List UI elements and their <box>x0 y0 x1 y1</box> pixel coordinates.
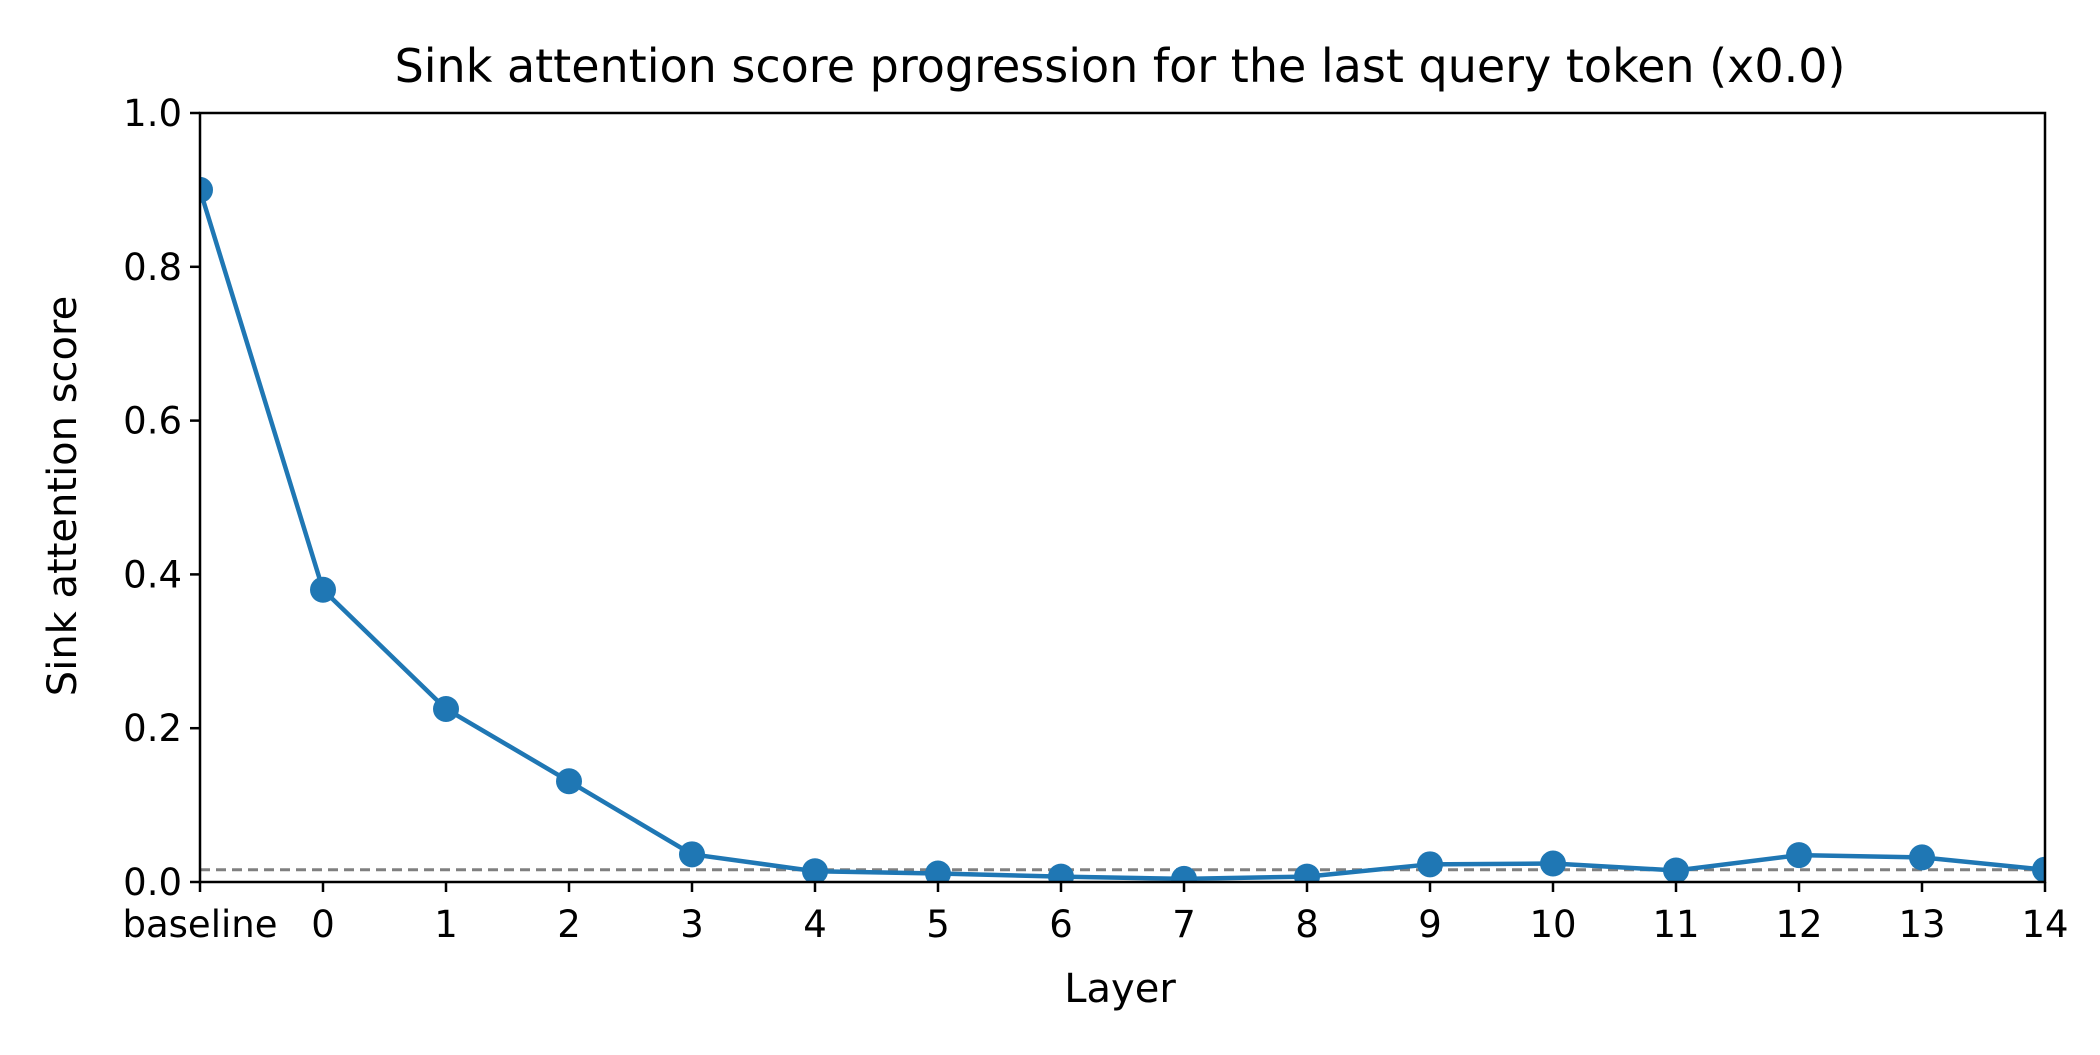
x-tick-label: baseline <box>123 903 278 946</box>
data-point-1 <box>433 695 459 722</box>
x-tick-label: 8 <box>1295 903 1319 946</box>
y-tick-label: 0.0 <box>123 861 182 904</box>
x-axis-label: Layer <box>1064 966 1176 1012</box>
x-tick-label: 2 <box>557 903 581 946</box>
data-point-14 <box>2032 856 2045 882</box>
data-point-4 <box>802 858 828 882</box>
x-tick-label: 1 <box>434 903 458 946</box>
y-tick-label: 0.4 <box>123 553 182 596</box>
x-tick-label: 7 <box>1172 903 1196 946</box>
y-tick-label: 0.2 <box>123 707 182 750</box>
plot-frame <box>198 111 2047 884</box>
x-tick-label: 12 <box>1775 903 1822 946</box>
x-tick-label: 13 <box>1898 903 1945 946</box>
data-point-0 <box>310 576 336 603</box>
data-point-11 <box>1663 857 1689 882</box>
chart-title: Sink attention score progression for the… <box>395 39 1846 93</box>
x-tick-label: 10 <box>1529 903 1576 946</box>
x-tick-label: 4 <box>803 903 827 946</box>
data-point-baseline <box>200 176 213 203</box>
x-tick-label: 11 <box>1652 903 1699 946</box>
x-tick-label: 3 <box>680 903 704 946</box>
data-point-6 <box>1048 863 1074 882</box>
x-tick-label: 5 <box>926 903 950 946</box>
data-point-8 <box>1294 863 1320 882</box>
data-point-7 <box>1171 865 1197 882</box>
y-axis-label: Sink attention score <box>40 296 86 696</box>
series-line <box>200 189 2045 882</box>
x-tick-label: 0 <box>311 903 335 946</box>
data-point-3 <box>679 841 705 868</box>
data-point-9 <box>1417 851 1443 878</box>
data-point-10 <box>1540 850 1566 877</box>
data-point-13 <box>1909 844 1935 871</box>
x-tick-label: 9 <box>1418 903 1442 946</box>
data-point-12 <box>1786 842 1812 869</box>
y-tick-label: 1.0 <box>123 92 182 135</box>
data-point-2 <box>556 768 582 795</box>
y-tick-label: 0.8 <box>123 246 182 289</box>
x-tick-label: 14 <box>2021 903 2068 946</box>
data-point-5 <box>925 860 951 882</box>
x-tick-label: 6 <box>1049 903 1073 946</box>
y-tick-label: 0.6 <box>123 400 182 443</box>
